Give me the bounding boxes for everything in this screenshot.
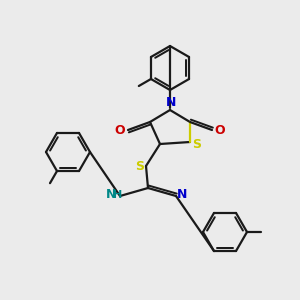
Text: O: O bbox=[215, 124, 225, 137]
Text: S: S bbox=[136, 160, 145, 173]
Text: H: H bbox=[113, 190, 123, 200]
Text: N: N bbox=[177, 188, 187, 202]
Text: S: S bbox=[193, 139, 202, 152]
Text: O: O bbox=[115, 124, 125, 137]
Text: N: N bbox=[166, 97, 176, 110]
Text: N: N bbox=[106, 188, 116, 202]
